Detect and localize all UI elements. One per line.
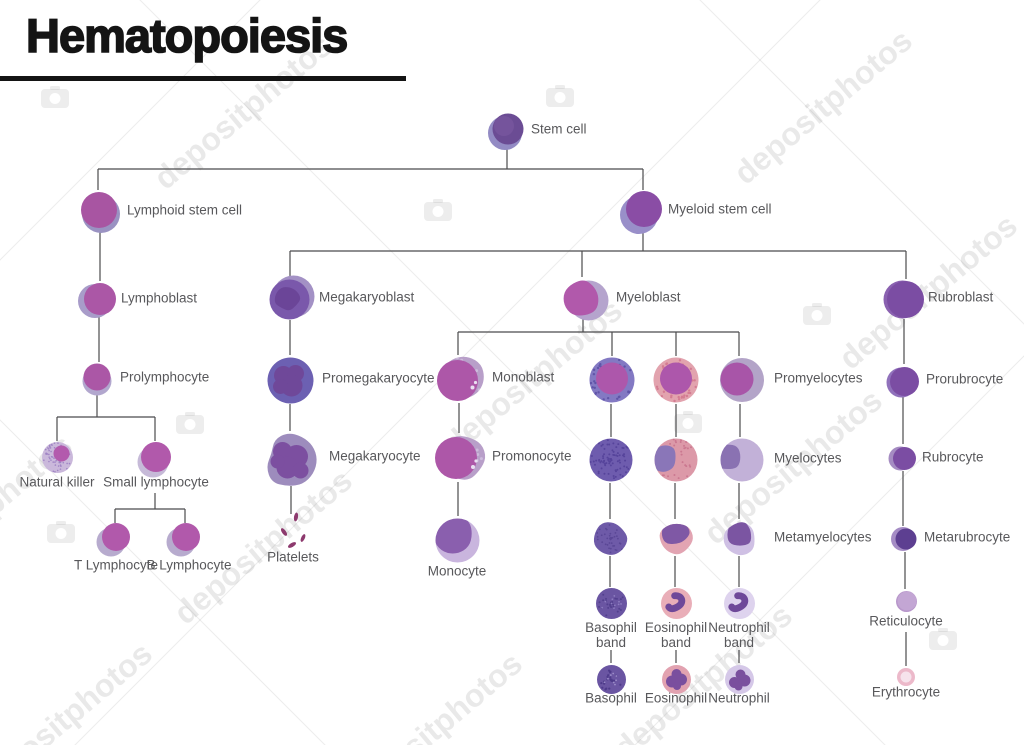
cell-neutrophil — [724, 664, 754, 694]
label-myelocyte-neutrophilic: Myelocytes — [774, 450, 842, 466]
title-underline — [0, 76, 406, 81]
cell-eosinophil — [661, 664, 691, 694]
cell-monoblast — [436, 356, 484, 401]
cell-t-lymphocyte — [96, 523, 130, 557]
label-lymphoblast: Lymphoblast — [121, 290, 198, 306]
label-prolymphocyte: Prolymphocyte — [120, 369, 210, 385]
cell-myeloblast — [563, 279, 608, 320]
cell-myeloid-stem-cell — [620, 191, 662, 234]
cell-prorubrocyte — [886, 366, 919, 397]
label-small-lymphocyte: Small lymphocyte — [103, 474, 209, 490]
cell-stem-cell — [488, 113, 524, 150]
cell-myelocyte-neutrophilic — [720, 438, 764, 482]
label-myeloid-stem-cell: Myeloid stem cell — [668, 201, 772, 217]
cell-metamyelocyte-neutrophilic — [723, 521, 755, 555]
cell-megakaryocyte — [266, 433, 317, 486]
cell-megakaryoblast — [269, 275, 314, 319]
label-monoblast: Monoblast — [492, 369, 555, 385]
cell-platelets — [280, 512, 306, 548]
label-natural-killer: Natural killer — [19, 474, 95, 490]
page-title: Hematopoiesis — [25, 8, 349, 63]
label-promyelocyte-neutrophilic: Promyelocytes — [774, 370, 863, 386]
cell-promonocyte — [435, 436, 486, 480]
label-rubrocyte: Rubrocyte — [922, 449, 984, 465]
label-lymphoid-stem-cell: Lymphoid stem cell — [127, 202, 243, 218]
cell-metarubrocyte — [891, 527, 917, 551]
cell-metamyelocyte-eosinophilic — [659, 523, 693, 554]
label-basophil-band: Basophil band — [585, 620, 637, 650]
cell-lymphoid-stem-cell — [81, 192, 120, 233]
label-megakaryoblast: Megakaryoblast — [319, 289, 415, 305]
label-erythrocyte: Erythrocyte — [871, 684, 941, 700]
cell-reticulocyte — [895, 590, 917, 612]
cell-small-lymphocyte — [137, 442, 171, 478]
label-stem-cell: Stem cell — [531, 121, 587, 137]
cell-prolymphocyte — [82, 363, 112, 396]
cell-eosinophil-band — [660, 587, 692, 619]
cell-basophil — [596, 664, 626, 694]
label-eosinophil: Eosinophil — [644, 690, 708, 706]
cell-myelocyte-basophilic — [589, 438, 633, 482]
cell-natural-killer — [41, 441, 73, 473]
label-b-lymphocyte: B Lymphocyte — [146, 557, 232, 573]
cell-erythrocyte — [897, 668, 915, 686]
label-prorubrocyte: Prorubrocyte — [926, 371, 1004, 387]
label-myeloblast: Myeloblast — [616, 289, 681, 305]
cell-b-lymphocyte — [166, 523, 200, 557]
cell-myelocyte-eosinophilic — [654, 438, 698, 482]
label-monocyte: Monocyte — [427, 563, 487, 579]
label-rubroblast: Rubroblast — [928, 289, 994, 305]
label-metarubrocyte: Metarubrocyte — [924, 529, 1011, 545]
label-promonocyte: Promonocyte — [492, 448, 572, 464]
cell-rubrocyte — [888, 446, 916, 470]
cell-metamyelocyte-basophilic — [593, 521, 627, 555]
label-neutrophil: Neutrophil — [708, 690, 770, 706]
label-reticulocyte: Reticulocyte — [869, 613, 943, 629]
cell-promyelocyte-eosinophilic — [653, 357, 699, 403]
label-neutrophil-band: Neutrophil band — [708, 620, 770, 650]
cell-promegakaryocyte — [267, 357, 313, 403]
cell-basophil-band — [595, 587, 627, 619]
cell-lymphoblast — [78, 283, 116, 318]
label-metamyelocyte-neutrophilic: Metamyelocytes — [774, 529, 872, 545]
cell-promyelocyte-basophilic — [589, 357, 635, 403]
cell-promyelocyte-neutrophilic — [720, 358, 764, 402]
label-megakaryocyte: Megakaryocyte — [329, 448, 421, 464]
cell-rubroblast — [883, 280, 924, 318]
cell-neutrophil-band — [723, 587, 755, 619]
label-eosinophil-band: Eosinophil band — [644, 620, 708, 650]
label-platelets: Platelets — [267, 549, 319, 565]
label-promegakaryocyte: Promegakaryocyte — [322, 370, 435, 386]
label-t-lymphocyte: T Lymphocyte — [73, 557, 159, 573]
label-basophil: Basophil — [585, 690, 637, 706]
cell-monocyte — [435, 518, 479, 562]
